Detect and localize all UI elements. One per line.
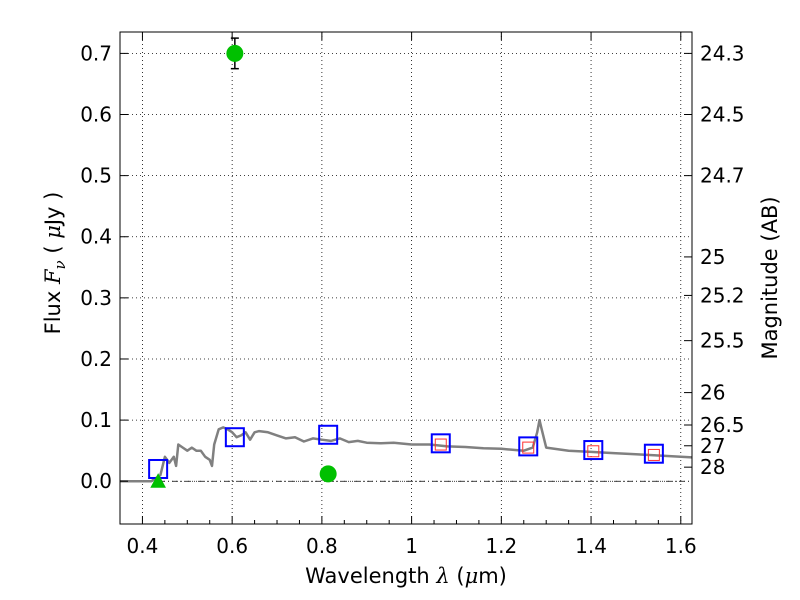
x-axis-label: Wavelength λ (μm)	[305, 564, 507, 588]
y-tick-label: 0.7	[80, 41, 112, 65]
y-tick-label: 0.5	[80, 164, 112, 188]
x-tick-label: 0.6	[216, 534, 248, 558]
x-tick-label: 1	[405, 534, 418, 558]
plot-frame	[119, 31, 693, 525]
magnitude-tick-label: 24.3	[700, 41, 745, 65]
upper-limit-point	[434, 438, 447, 451]
y-axis-right-label: Magnitude (AB)	[758, 196, 782, 359]
magnitude-tick-label: 25	[700, 245, 725, 269]
observed-limit-point	[150, 473, 166, 488]
y-tick-label: 0.2	[80, 347, 112, 371]
magnitude-tick-label: 26	[700, 381, 725, 405]
model-photometry-point	[518, 436, 539, 457]
magnitude-tick-label: 24.5	[700, 103, 745, 127]
tick-labels: 0.4 0.6 0.8 1 1.2 1.4 1.6 0.0 0.1 0.2 0.3 0.4 0.5 0.6…	[80, 41, 744, 558]
y-tick-label: 0.6	[80, 103, 112, 127]
y-tick-label: 0.0	[80, 469, 112, 493]
magnitude-tick-label: 25.5	[700, 329, 745, 353]
y-tick-label: 0.4	[80, 225, 112, 249]
magnitude-tick-label: 25.2	[700, 283, 745, 307]
model-sed-line	[120, 418, 693, 483]
magnitude-tick-label: 28	[700, 455, 725, 479]
upper-limit-point	[587, 445, 600, 458]
model-photometry-point	[643, 443, 664, 464]
model-photometry-point	[224, 427, 245, 448]
observed-point	[226, 44, 244, 62]
grid	[120, 32, 692, 524]
model-photometry-point	[430, 433, 451, 454]
x-tick-label: 1.6	[665, 534, 697, 558]
upper-limit-point	[647, 448, 660, 461]
y-axis-label: Flux Fν ( μJy )	[41, 192, 69, 335]
x-tick-label: 1.4	[575, 534, 607, 558]
x-tick-label: 0.4	[127, 534, 159, 558]
upper-limit-point	[522, 441, 535, 454]
x-tick-label: 1.2	[485, 534, 517, 558]
ticks	[119, 32, 692, 524]
plot-area	[120, 37, 693, 488]
model-photometry-point	[583, 440, 604, 461]
magnitude-tick-label: 26.5	[700, 413, 745, 437]
model-photometry-point	[318, 424, 339, 445]
observed-point	[319, 465, 337, 483]
x-tick-label: 0.8	[306, 534, 338, 558]
magnitude-tick-label: 24.7	[700, 164, 745, 188]
y-tick-label: 0.3	[80, 286, 112, 310]
magnitude-tick-label: 27	[700, 434, 725, 458]
y-tick-label: 0.1	[80, 408, 112, 432]
